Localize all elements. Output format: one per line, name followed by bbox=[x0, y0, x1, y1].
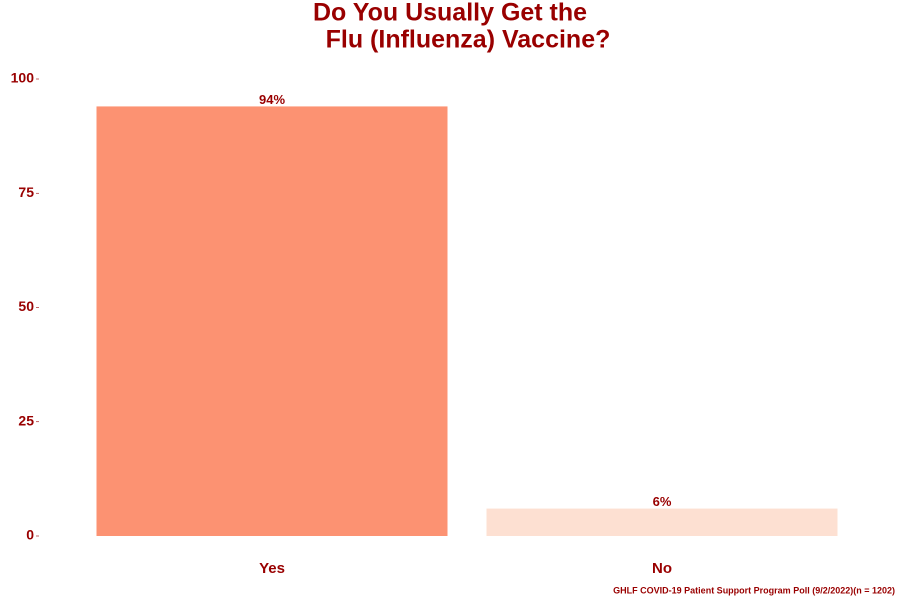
bar bbox=[486, 508, 838, 536]
y-tick-label: 50 bbox=[18, 298, 34, 314]
x-tick-label: Yes bbox=[259, 560, 285, 577]
value-label: 94% bbox=[259, 92, 285, 107]
value-label: 6% bbox=[653, 494, 672, 509]
y-tick-label: 0 bbox=[26, 527, 34, 543]
y-tick-label: 100 bbox=[11, 70, 35, 86]
x-tick-label: No bbox=[652, 560, 672, 577]
y-tick-label: 25 bbox=[18, 412, 34, 428]
chart-title-line: Flu (Influenza) Vaccine? bbox=[326, 26, 611, 54]
chart-title-line: Do You Usually Get the bbox=[313, 0, 587, 27]
y-tick-label: 75 bbox=[18, 184, 34, 200]
bar bbox=[96, 106, 448, 537]
caption: GHLF COVID-19 Patient Support Program Po… bbox=[613, 585, 895, 595]
